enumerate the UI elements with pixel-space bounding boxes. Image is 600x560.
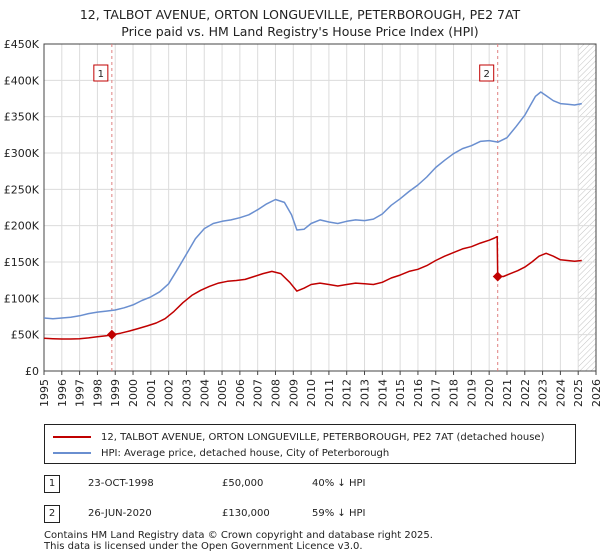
x-tick-label: 2000 bbox=[127, 379, 140, 407]
x-tick-label: 1995 bbox=[38, 379, 51, 407]
x-tick-label: 1996 bbox=[56, 379, 69, 407]
sale-box-label-2: 2 bbox=[484, 69, 490, 80]
y-tick-label: £300K bbox=[4, 147, 40, 160]
y-tick-label: £50K bbox=[11, 329, 40, 342]
x-tick-label: 1997 bbox=[74, 379, 87, 407]
x-tick-label: 2016 bbox=[412, 379, 425, 407]
sale-date-1: 23-OCT-1998 bbox=[88, 478, 154, 489]
legend-item-hpi: HPI: Average price, detached house, City… bbox=[53, 445, 389, 461]
x-tick-label: 2021 bbox=[501, 379, 514, 407]
x-tick-label: 2005 bbox=[216, 379, 229, 407]
y-tick-label: £400K bbox=[4, 74, 40, 87]
sale-price-1: £50,000 bbox=[222, 478, 264, 489]
x-tick-label: 2020 bbox=[483, 379, 496, 407]
footer-line2: This data is licensed under the Open Gov… bbox=[44, 541, 363, 552]
legend-label-property: 12, TALBOT AVENUE, ORTON LONGUEVILLE, PE… bbox=[101, 431, 545, 443]
x-tick-label: 2015 bbox=[394, 379, 407, 407]
legend-swatch-property bbox=[53, 436, 91, 438]
sale-hpi-2: 59% ↓ HPI bbox=[312, 508, 366, 519]
x-tick-label: 2022 bbox=[519, 379, 532, 407]
x-tick-label: 2023 bbox=[537, 379, 550, 407]
footer: Contains HM Land Registry data © Crown c… bbox=[44, 530, 433, 552]
chart-title-line1: 12, TALBOT AVENUE, ORTON LONGUEVILLE, PE… bbox=[79, 7, 521, 22]
sale-box-1 bbox=[93, 64, 109, 82]
series-line-hpi bbox=[43, 91, 582, 320]
x-tick-label: 2026 bbox=[590, 379, 600, 407]
x-tick-label: 2011 bbox=[323, 379, 336, 407]
x-tick-label: 2014 bbox=[376, 379, 389, 407]
x-tick-label: 2003 bbox=[180, 379, 193, 407]
x-tick-label: 2002 bbox=[163, 379, 176, 407]
x-tick-label: 1998 bbox=[91, 379, 104, 407]
x-tick-label: 1999 bbox=[109, 379, 122, 407]
sale-date-2: 26-JUN-2020 bbox=[88, 508, 152, 519]
legend-label-hpi: HPI: Average price, detached house, City… bbox=[101, 447, 390, 459]
sale-badge-2: 2 bbox=[44, 505, 60, 523]
sale-hpi-1: 40% ↓ HPI bbox=[312, 478, 366, 489]
y-tick-label: £150K bbox=[4, 256, 40, 269]
y-tick-label: £250K bbox=[4, 183, 40, 196]
legend-item-property: 12, TALBOT AVENUE, ORTON LONGUEVILLE, PE… bbox=[53, 429, 544, 445]
y-tick-label: £100K bbox=[4, 292, 40, 305]
plot-area bbox=[44, 44, 596, 371]
footer-line1: Contains HM Land Registry data © Crown c… bbox=[44, 530, 433, 541]
y-tick-label: £0 bbox=[25, 365, 39, 378]
sale-price-2: £130,000 bbox=[222, 508, 270, 519]
sale-box-2 bbox=[479, 64, 495, 82]
x-tick-label: 2019 bbox=[465, 379, 478, 407]
y-tick-label: £200K bbox=[4, 220, 40, 233]
x-tick-label: 2008 bbox=[269, 379, 282, 407]
x-tick-label: 2004 bbox=[198, 379, 211, 407]
y-tick-label: £350K bbox=[4, 111, 40, 124]
legend-swatch-hpi bbox=[53, 452, 91, 454]
forecast-hatch bbox=[578, 44, 596, 371]
x-tick-label: 2009 bbox=[287, 379, 300, 407]
x-tick-label: 2012 bbox=[341, 379, 354, 407]
chart-title-line2: Price paid vs. HM Land Registry's House … bbox=[121, 24, 479, 39]
x-tick-label: 2007 bbox=[252, 379, 265, 407]
x-tick-label: 2018 bbox=[448, 379, 461, 407]
x-tick-label: 2001 bbox=[145, 379, 158, 407]
chart-title: 12, TALBOT AVENUE, ORTON LONGUEVILLE, PE… bbox=[0, 6, 600, 40]
x-tick-label: 2024 bbox=[554, 379, 567, 407]
series-line-property bbox=[43, 235, 582, 340]
price-chart: £0 £50K £100K £150K £200K £250K £300K £350K £400… bbox=[4, 38, 600, 407]
x-tick-label: 2025 bbox=[572, 379, 585, 407]
legend: 12, TALBOT AVENUE, ORTON LONGUEVILLE, PE… bbox=[44, 424, 576, 464]
y-tick-label: £450K bbox=[4, 38, 40, 51]
x-tick-label: 2006 bbox=[234, 379, 247, 407]
sale-badge-1: 1 bbox=[44, 475, 60, 493]
sale-box-label-1: 1 bbox=[98, 69, 104, 80]
plot-border bbox=[43, 43, 597, 372]
x-tick-label: 2017 bbox=[430, 379, 443, 407]
x-tick-label: 2010 bbox=[305, 379, 318, 407]
x-tick-label: 2013 bbox=[359, 379, 372, 407]
sale-point-2 bbox=[492, 271, 503, 282]
